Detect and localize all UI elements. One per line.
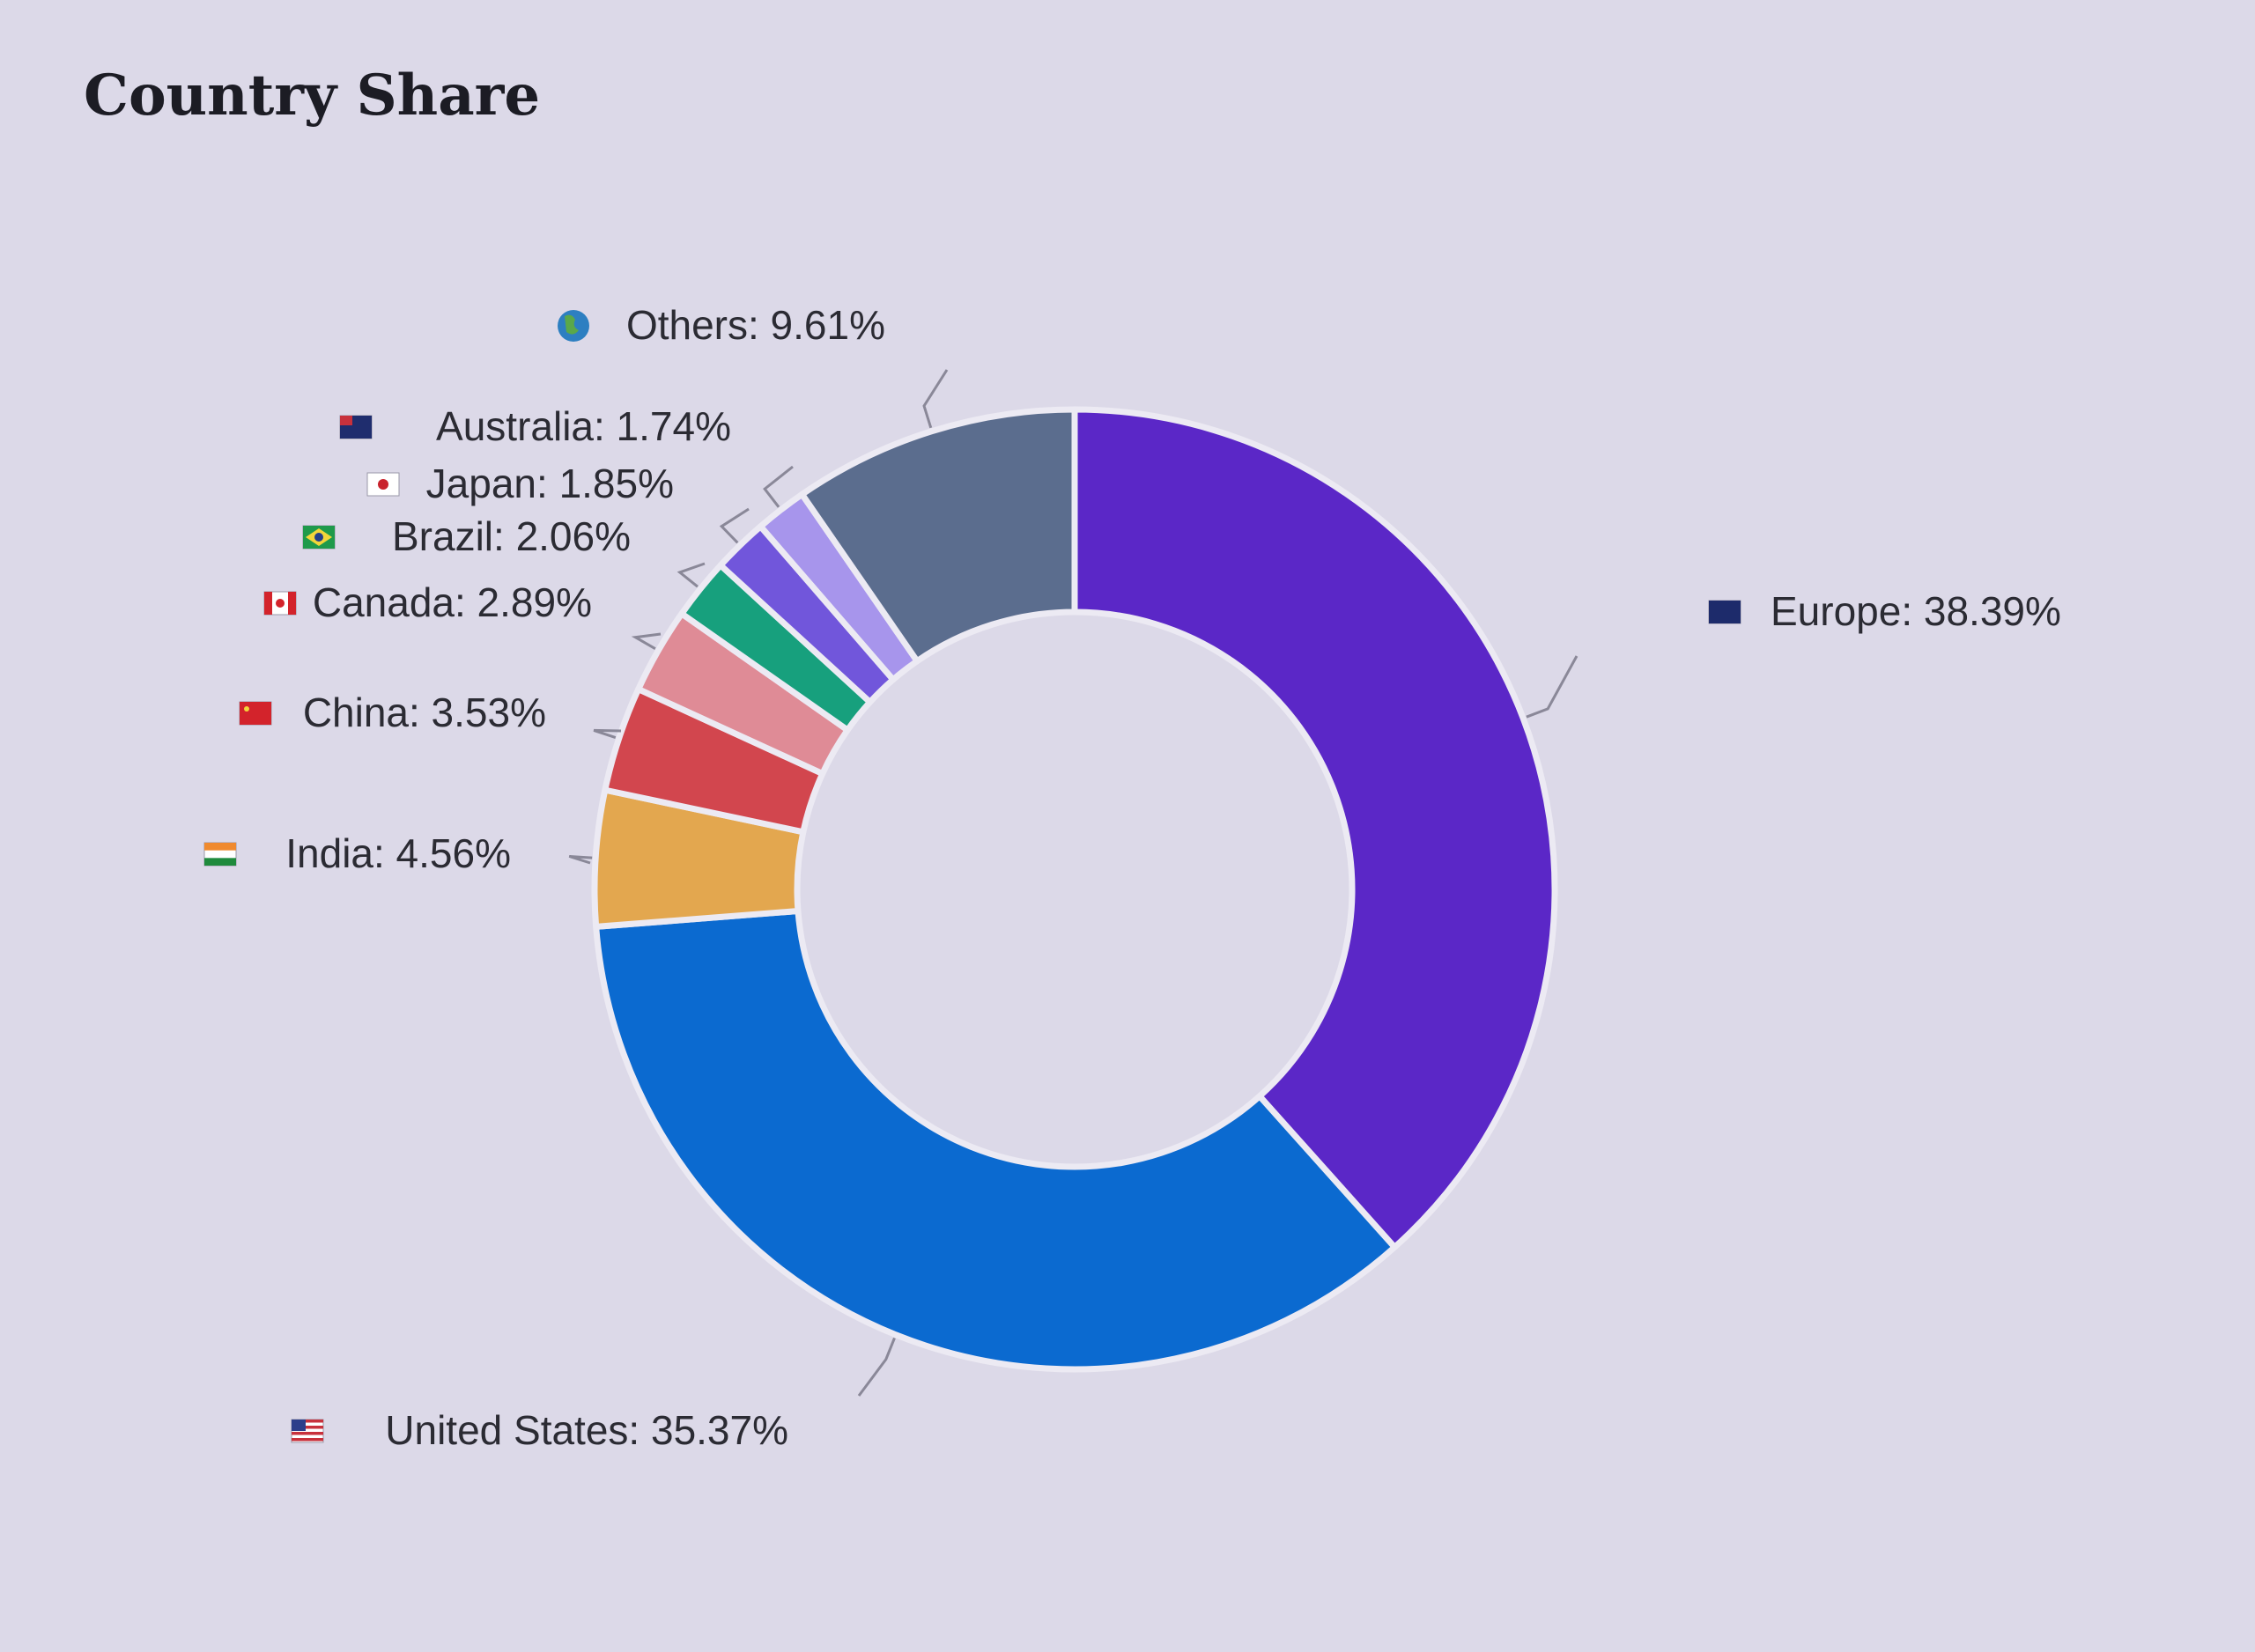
slice-label-canada: Canada: 2.89%: [313, 579, 592, 625]
us-flag-icon: [291, 1419, 324, 1443]
leader-line: [676, 562, 706, 588]
chart-title: Country Share: [84, 63, 540, 129]
slice-label-australia: Australia: 1.74%: [436, 403, 731, 449]
slice-label-europe: Europe: 38.39%: [1771, 588, 2061, 634]
leader-line: [593, 728, 622, 739]
slice-label-others: Others: 9.61%: [626, 302, 885, 348]
slice-united-states[interactable]: [593, 908, 1398, 1373]
slice-europe[interactable]: [1071, 406, 1558, 1250]
slice-label-brazil: Brazil: 2.06%: [392, 513, 631, 559]
leader-line: [857, 1337, 896, 1397]
donut-labels: Europe: 38.39% United States: 35.37% India…: [203, 302, 2061, 1453]
canada-flag-icon: [263, 591, 297, 616]
slice-label-united-states: United States: 35.37%: [385, 1407, 788, 1453]
brazil-flag-icon: [302, 525, 336, 549]
slice-label-india: India: 4.56%: [285, 830, 511, 876]
japan-flag-icon: [366, 472, 400, 497]
globe-icon: [558, 310, 589, 342]
leader-line: [1526, 655, 1578, 719]
australia-flag-icon: [339, 415, 373, 439]
leader-line: [631, 632, 662, 650]
slice-label-china: China: 3.53%: [303, 690, 546, 735]
donut-slices: [591, 406, 1558, 1373]
eu-flag-icon: [1708, 600, 1741, 624]
leader-line: [568, 854, 593, 865]
india-flag-icon: [203, 842, 237, 867]
leader-line: [763, 465, 794, 508]
china-flag-icon: [239, 701, 272, 726]
leader-line: [922, 369, 949, 429]
slice-label-japan: Japan: 1.85%: [426, 461, 674, 506]
leader-line: [719, 507, 750, 544]
slice-others[interactable]: [799, 406, 1078, 665]
